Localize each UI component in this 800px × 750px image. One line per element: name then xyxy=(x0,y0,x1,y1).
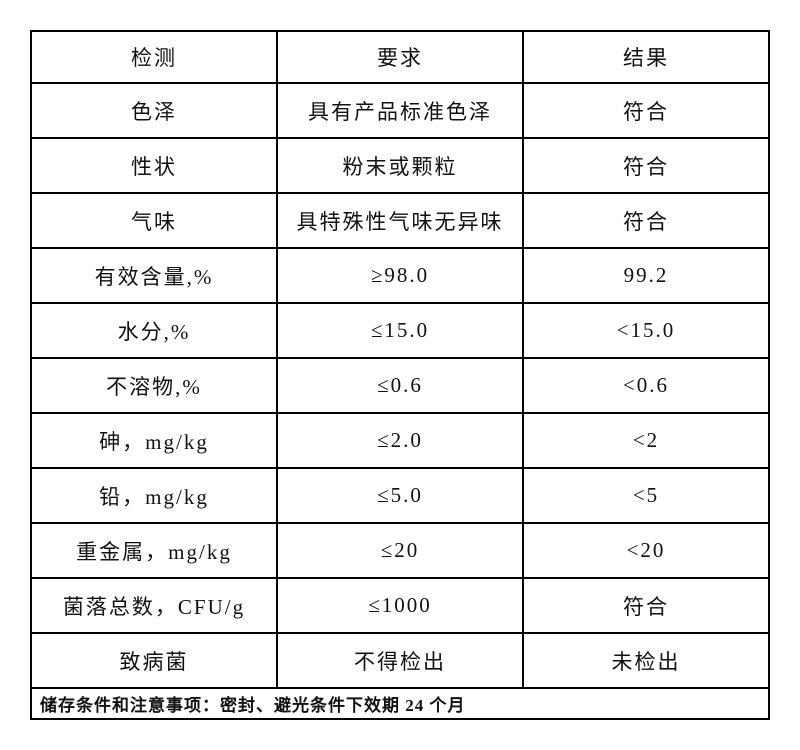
storage-conditions-note: 储存条件和注意事项：密封、避光条件下效期 24 个月 xyxy=(30,687,770,720)
test-name-cell: 气味 xyxy=(30,192,278,249)
table-row: 砷，mg/kg ≤2.0 <2 xyxy=(30,412,770,469)
table-row: 性状 粉末或颗粒 符合 xyxy=(30,137,770,194)
table-row: 气味 具特殊性气味无异味 符合 xyxy=(30,192,770,249)
result-cell: <15.0 xyxy=(522,302,770,359)
result-cell: 未检出 xyxy=(522,632,770,689)
table-row: 铅，mg/kg ≤5.0 <5 xyxy=(30,467,770,524)
requirement-cell: 具有产品标准色泽 xyxy=(276,82,524,139)
table-row: 色泽 具有产品标准色泽 符合 xyxy=(30,82,770,139)
table-footer-row: 储存条件和注意事项：密封、避光条件下效期 24 个月 xyxy=(30,687,770,720)
result-cell: <5 xyxy=(522,467,770,524)
test-name-cell: 致病菌 xyxy=(30,632,278,689)
requirement-cell: ≤5.0 xyxy=(276,467,524,524)
requirement-cell: ≤0.6 xyxy=(276,357,524,414)
table-row: 有效含量,% ≥98.0 99.2 xyxy=(30,247,770,304)
requirement-cell: 具特殊性气味无异味 xyxy=(276,192,524,249)
requirement-cell: ≤1000 xyxy=(276,577,524,634)
result-cell: 符合 xyxy=(522,192,770,249)
result-cell: <20 xyxy=(522,522,770,579)
requirement-cell: 不得检出 xyxy=(276,632,524,689)
test-name-cell: 菌落总数，CFU/g xyxy=(30,577,278,634)
test-name-cell: 重金属，mg/kg xyxy=(30,522,278,579)
test-name-cell: 有效含量,% xyxy=(30,247,278,304)
result-cell: 符合 xyxy=(522,137,770,194)
table-row: 菌落总数，CFU/g ≤1000 符合 xyxy=(30,577,770,634)
result-cell: 99.2 xyxy=(522,247,770,304)
requirement-cell: ≤20 xyxy=(276,522,524,579)
column-header-test: 检测 xyxy=(30,30,278,84)
requirement-cell: ≤2.0 xyxy=(276,412,524,469)
requirement-cell: ≤15.0 xyxy=(276,302,524,359)
requirement-cell: ≥98.0 xyxy=(276,247,524,304)
table-header-row: 检测 要求 结果 xyxy=(30,30,770,84)
test-name-cell: 砷，mg/kg xyxy=(30,412,278,469)
table-row: 重金属，mg/kg ≤20 <20 xyxy=(30,522,770,579)
test-name-cell: 水分,% xyxy=(30,302,278,359)
test-name-cell: 不溶物,% xyxy=(30,357,278,414)
result-cell: 符合 xyxy=(522,577,770,634)
table-row: 致病菌 不得检出 未检出 xyxy=(30,632,770,689)
requirement-cell: 粉末或颗粒 xyxy=(276,137,524,194)
result-cell: <2 xyxy=(522,412,770,469)
column-header-result: 结果 xyxy=(522,30,770,84)
table-row: 不溶物,% ≤0.6 <0.6 xyxy=(30,357,770,414)
column-header-requirement: 要求 xyxy=(276,30,524,84)
test-name-cell: 铅，mg/kg xyxy=(30,467,278,524)
test-name-cell: 色泽 xyxy=(30,82,278,139)
table-row: 水分,% ≤15.0 <15.0 xyxy=(30,302,770,359)
inspection-table: 检测 要求 结果 色泽 具有产品标准色泽 符合 性状 粉末或颗粒 符合 气味 具… xyxy=(30,30,770,720)
test-name-cell: 性状 xyxy=(30,137,278,194)
result-cell: <0.6 xyxy=(522,357,770,414)
result-cell: 符合 xyxy=(522,82,770,139)
